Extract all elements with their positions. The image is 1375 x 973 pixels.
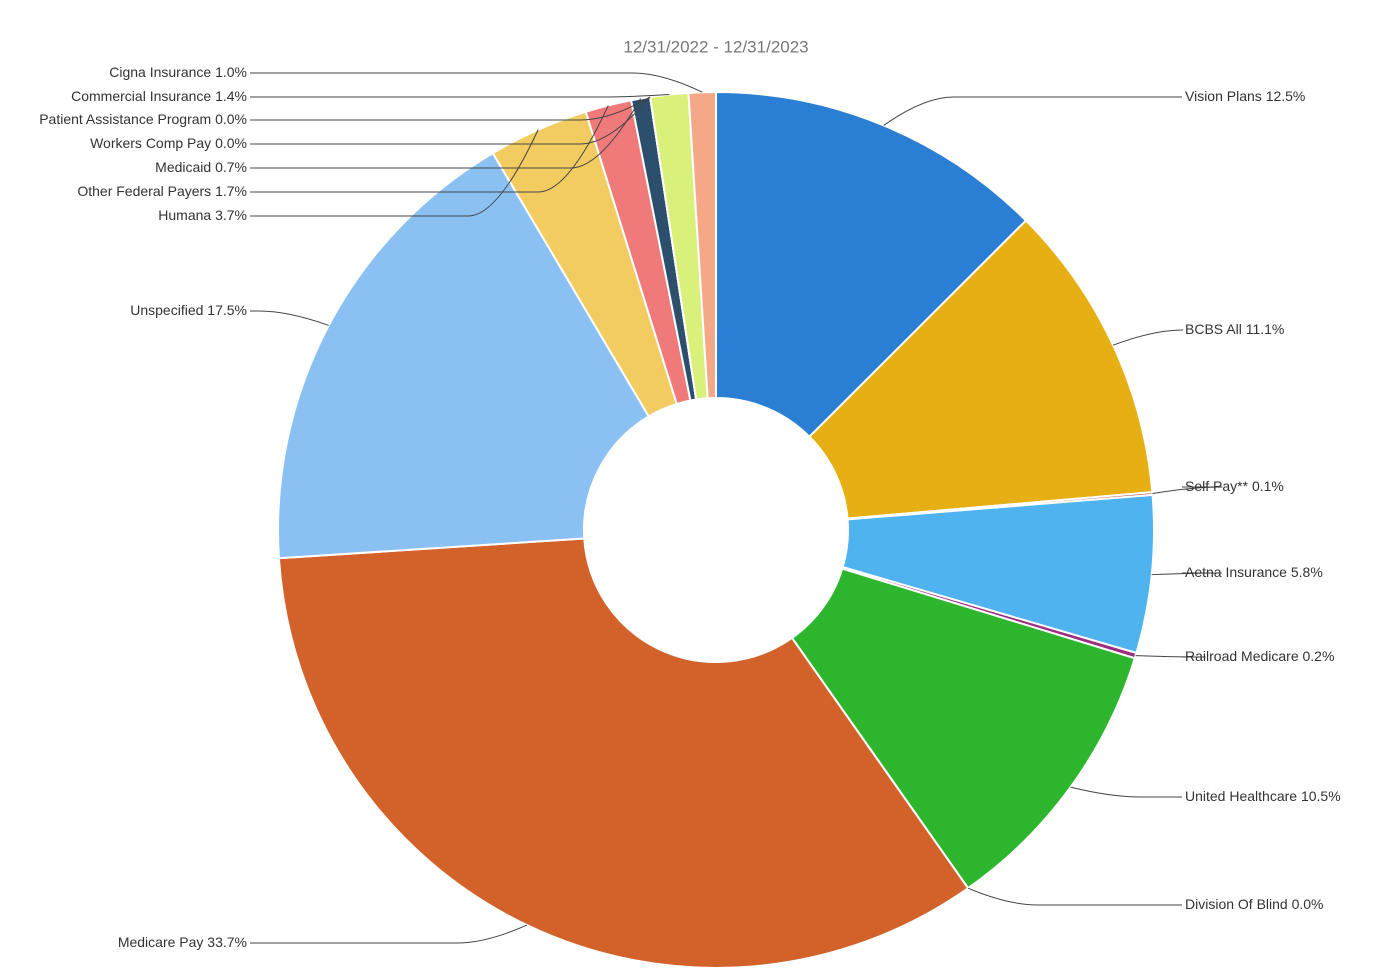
slice-label: Self Pay** 0.1%	[1185, 478, 1284, 494]
slice-label: Medicare Pay 33.7%	[118, 934, 247, 950]
slice-name: Commercial Insurance	[71, 88, 211, 104]
slice-label: Commercial Insurance 1.4%	[71, 88, 247, 104]
leader-line	[250, 105, 609, 193]
slice-value: 10.5%	[1301, 788, 1341, 804]
slice-name: Other Federal Payers	[77, 183, 211, 199]
slice-value: 3.7%	[215, 207, 247, 223]
leader-line	[883, 96, 1182, 126]
slice-value: 0.0%	[1292, 896, 1324, 912]
slice-name: Cigna Insurance	[109, 64, 211, 80]
slice-value: 1.0%	[215, 64, 247, 80]
slice-name: Medicaid	[155, 159, 211, 175]
leader-line	[250, 96, 651, 121]
slice	[277, 537, 970, 969]
leader-line	[250, 94, 670, 98]
slice	[687, 90, 717, 400]
slice-value: 12.5%	[1266, 88, 1306, 104]
slice-label: Cigna Insurance 1.0%	[109, 64, 247, 80]
labels: Vision Plans 12.5% BCBS All 11.1% Self Pay…	[39, 64, 1340, 950]
slice-label: Other Federal Payers 1.7%	[77, 183, 247, 199]
slice-name: Patient Assistance Program	[39, 111, 211, 127]
chart-title: 12/31/2022 - 12/31/2023	[623, 37, 808, 56]
slice-name: Division Of Blind	[1185, 896, 1288, 912]
leader-line	[1070, 786, 1182, 798]
leader-line	[1151, 572, 1222, 576]
slice	[790, 567, 1137, 890]
slice-label: Humana 3.7%	[158, 207, 247, 223]
slice-value: 33.7%	[207, 934, 247, 950]
leader-line	[250, 924, 528, 944]
leader-lines	[250, 72, 1223, 944]
slice	[807, 219, 1154, 520]
slice-value: 17.5%	[207, 302, 247, 318]
slice-label: Medicaid 0.7%	[155, 159, 247, 175]
leader-line	[250, 96, 651, 145]
slice-value: 1.7%	[215, 183, 247, 199]
slice-value: 11.1%	[1246, 321, 1285, 337]
slice-value: 0.7%	[215, 159, 247, 175]
leader-line	[250, 310, 329, 326]
slice-label: Workers Comp Pay 0.0%	[90, 135, 247, 151]
slice-name: Vision Plans	[1185, 88, 1262, 104]
slice-name: Railroad Medicare	[1185, 648, 1299, 664]
slice	[277, 151, 651, 560]
leader-line	[250, 129, 539, 217]
slice-name: Medicare Pay	[118, 934, 204, 950]
slice-name: Self Pay**	[1185, 478, 1249, 494]
slice-name: BCBS All	[1185, 321, 1242, 337]
leader-line	[250, 72, 703, 93]
slice-label: Patient Assistance Program 0.0%	[39, 111, 247, 127]
slice-name: Humana	[158, 207, 211, 223]
slice-label: United Healthcare 10.5%	[1185, 788, 1341, 804]
slice-name: Aetna Insurance	[1185, 564, 1287, 580]
slice-label: Division Of Blind 0.0%	[1185, 896, 1324, 912]
slice-name: Workers Comp Pay	[90, 135, 211, 151]
leader-line	[1112, 329, 1184, 346]
slice-value: 5.8%	[1291, 564, 1323, 580]
slice-value: 0.2%	[1303, 648, 1335, 664]
slice-label: Aetna Insurance 5.8%	[1185, 564, 1323, 580]
slice-value: 0.0%	[215, 135, 247, 151]
slice-label: BCBS All 11.1%	[1185, 321, 1284, 337]
slice-value: 1.4%	[215, 88, 247, 104]
slice-label: Vision Plans 12.5%	[1185, 88, 1305, 104]
slice-name: United Healthcare	[1185, 788, 1297, 804]
slice-label: Unspecified 17.5%	[130, 302, 247, 318]
slice-value: 0.0%	[215, 111, 247, 127]
slice-name: Unspecified	[130, 302, 203, 318]
leader-line	[967, 887, 1182, 906]
leader-line	[1135, 655, 1206, 658]
slice-label: Railroad Medicare 0.2%	[1185, 648, 1334, 664]
leader-line	[250, 98, 642, 169]
slice-value: 0.1%	[1252, 478, 1284, 494]
slices	[277, 90, 1155, 969]
leader-line	[1152, 486, 1223, 495]
slice	[715, 90, 1028, 439]
